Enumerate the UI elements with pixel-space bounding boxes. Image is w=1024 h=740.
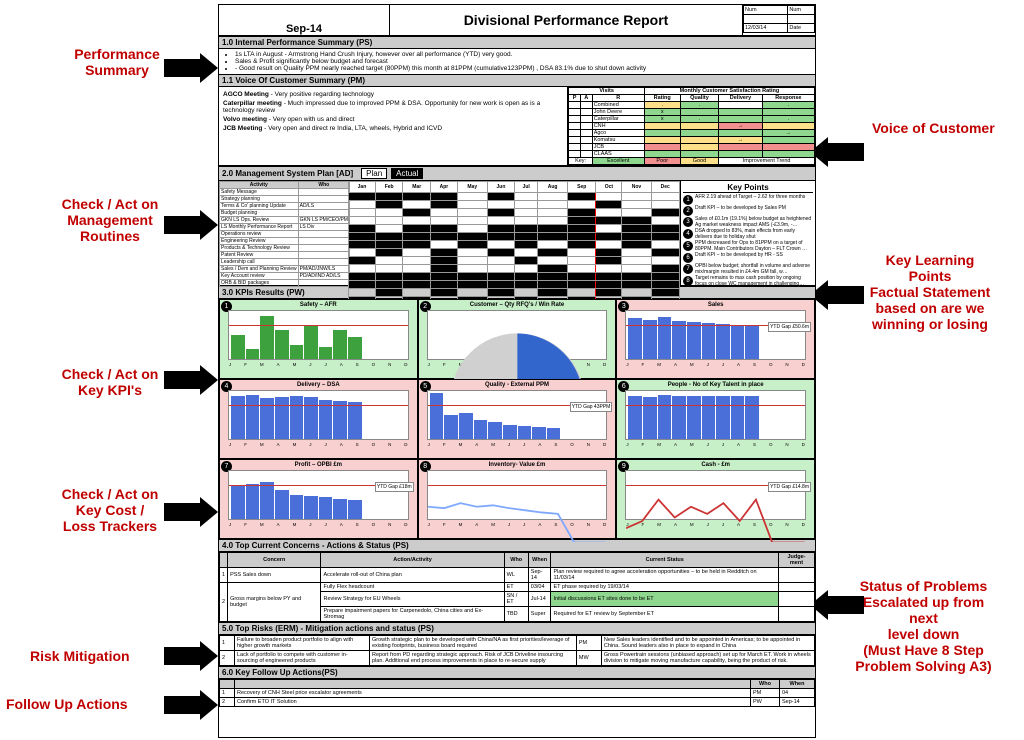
voc-meetings: AGCO Meeting - Very positive regarding t… <box>219 87 567 165</box>
kpi-card: 9Cash - £mYTD Gap £14.8mJFMAMJJASOND <box>616 459 815 539</box>
ps-body: 1s LTA in August - Armstrong Hand Crush … <box>219 49 815 74</box>
report-period: Sep-14 <box>219 5 390 35</box>
sec2-label: 2.0 Management System Plan [AD] <box>222 169 353 178</box>
legend-plan: Plan <box>361 168 387 179</box>
key-point: 1AFR 2.19 ahead of Target – 2.62 for thr… <box>683 195 813 205</box>
kpi-card: 6People - No of Key Talent in placeJFMAM… <box>616 379 815 459</box>
legend-actual: Actual <box>391 168 423 179</box>
voc-section: AGCO Meeting - Very positive regarding t… <box>219 87 815 166</box>
concerns-table: ConcernAction/ActivityWhoWhenCurrent Sta… <box>219 552 815 622</box>
risks-table: 1Failure to broaden product portfolio to… <box>219 635 815 666</box>
voc-meeting: AGCO Meeting - Very positive regarding t… <box>223 91 563 98</box>
followup-table: WhoWhen1Recovery of CNH Steel price esca… <box>219 679 815 707</box>
report-title: Divisional Performance Report <box>390 5 743 35</box>
key-point: 5PPM decreased for Ops to 81PPM on a tar… <box>683 241 813 252</box>
annot-klp: Key LearningPointsFactual Statementbased… <box>840 252 1020 332</box>
key-point: 3Sales of £0.1m (19.1%) below budget as … <box>683 217 813 228</box>
section-6-0-title: 6.0 Key Follow Up Actions(PS) <box>219 666 815 679</box>
ps-line: Sales & Profit significantly below budge… <box>235 58 811 65</box>
key-point: 4DSA dropped to 83%, main effects from e… <box>683 229 813 240</box>
report-header: Sep-14 Divisional Performance Report Num… <box>219 5 815 36</box>
kpi-card: 1Safety – AFRJFMAMJJASOND <box>219 299 418 379</box>
voc-meeting: Volvo meeting - Very open with us and di… <box>223 116 563 123</box>
ps-line: 1s LTA in August - Armstrong Hand Crush … <box>235 51 811 58</box>
meta-date: 12/03/14 <box>744 24 788 33</box>
voc-ratings: VisitsMonthly Customer Satisfaction Rati… <box>567 87 815 165</box>
section-1-0-title: 1.0 Internal Performance Summary (PS) <box>219 36 815 49</box>
meta-label: Date <box>788 24 815 33</box>
section-1-1-title: 1.1 Voice Of Customer Summary (PM) <box>219 74 815 87</box>
section-5-0-title: 5.0 Top Risks (ERM) - Mitigation actions… <box>219 622 815 635</box>
kpi-card: 7Profit – OPBI £mYTD Gap £18mJFMAMJJASON… <box>219 459 418 539</box>
meta-label: Num <box>788 6 815 15</box>
annot-status: Status of ProblemsEscalated up fromnextl… <box>826 578 1021 675</box>
kpi-card: 3SalesYTD Gap £50.6mJFMAMJJASOND <box>616 299 815 379</box>
ps-line: - Good result on Quality PPM nearly reac… <box>235 65 811 72</box>
kpi-card: 4Delivery – DSAJFMAMJJASOND <box>219 379 418 459</box>
key-points-panel: Key Points 1AFR 2.19 ahead of Target – 2… <box>681 181 815 285</box>
key-point: 8Target remains to max cash position by … <box>683 276 813 287</box>
section-2-0-title: 2.0 Management System Plan [AD] Plan Act… <box>219 166 815 181</box>
key-point: 7OPBI below budget; shortfall in volume … <box>683 264 813 275</box>
voc-meeting: JCB Meeting - Very open and direct re In… <box>223 125 563 132</box>
kpi-card: 5Quality - External PPMYTD Gap 43PPMJFMA… <box>418 379 617 459</box>
annot-voc: Voice of Customer <box>872 120 995 136</box>
voc-meeting: Caterpillar meeting - Much impressed due… <box>223 100 563 114</box>
report-page: Sep-14 Divisional Performance Report Num… <box>218 4 816 738</box>
kpi-card: 8Inventory- Value £mJFMAMJJASOND <box>418 459 617 539</box>
kpi-card: 2Customer – Qty RFQ's / Win RateJFMAMJJA… <box>418 299 617 379</box>
msp-section: ActivityWhoSafety MessageStrategy planni… <box>219 181 815 286</box>
key-points-title: Key Points <box>683 183 813 193</box>
kpi-grid: 1Safety – AFRJFMAMJJASOND2Customer – Qty… <box>219 299 815 539</box>
key-point: 6Draft KPI – to be developed by HR - SS <box>683 253 813 263</box>
meta-label: Num <box>744 6 788 15</box>
key-point: 2Draft KPI – to be developed by Sales PM <box>683 206 813 216</box>
